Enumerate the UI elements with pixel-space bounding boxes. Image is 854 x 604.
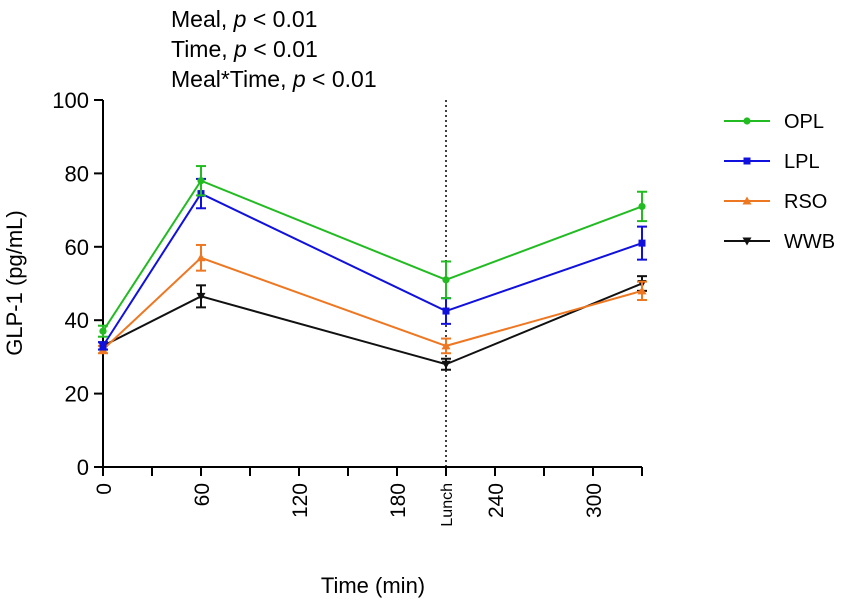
y-axis-title: GLP-1 (pg/mL) — [2, 210, 27, 356]
series-line-wwb — [102, 282, 643, 366]
legend: OPL LPL RSO WWB — [724, 111, 835, 253]
stats-line-interaction: Meal*Time, p < 0.01 — [171, 66, 377, 92]
legend-item-opl: OPL — [724, 111, 824, 133]
data-point-opl — [442, 276, 450, 284]
data-point-opl — [638, 202, 646, 211]
x-axis-ticks: 0 60 120 180 Lunch 240 300 — [93, 467, 643, 527]
data-point-lpl — [442, 307, 450, 315]
x-tick-label: 240 — [485, 483, 508, 518]
series-line-lpl — [102, 192, 643, 347]
x-tick-label: 180 — [387, 483, 410, 518]
data-point-rso — [637, 286, 647, 295]
x-tick-label: 300 — [583, 483, 606, 518]
data-point-opl — [99, 327, 107, 335]
y-tick-label: 100 — [52, 88, 89, 113]
legend-label-wwb: WWB — [784, 231, 835, 253]
series-line-opl — [102, 179, 643, 332]
series-line-rso — [102, 256, 643, 351]
series-lpl — [98, 177, 647, 351]
x-tick-label: Lunch — [439, 483, 456, 527]
legend-item-lpl: LPL — [724, 151, 820, 173]
y-tick-label: 80 — [65, 161, 89, 186]
legend-marker-lpl — [743, 157, 751, 165]
data-point-lpl — [638, 239, 646, 247]
data-point-opl — [197, 177, 205, 185]
legend-item-rso: RSO — [724, 191, 827, 213]
stats-line-meal: Meal, p < 0.01 — [171, 6, 317, 32]
data-point-rso — [196, 253, 206, 262]
legend-marker-opl — [743, 117, 751, 125]
data-series — [98, 165, 647, 371]
y-tick-label: 20 — [65, 382, 89, 407]
series-wwb — [98, 275, 647, 371]
y-axis-ticks: 0 20 40 60 80 100 — [52, 88, 103, 480]
legend-item-wwb: WWB — [724, 231, 835, 253]
legend-label-rso: RSO — [784, 191, 827, 213]
stats-annotation: Meal, p < 0.01 Time, p < 0.01 Meal*Time,… — [171, 6, 377, 92]
legend-label-opl: OPL — [784, 111, 824, 133]
x-axis-title: Time (min) — [321, 573, 425, 598]
x-tick-label: 0 — [93, 483, 116, 495]
x-tick-label: 60 — [191, 483, 214, 506]
legend-marker-rso — [742, 196, 752, 205]
x-tick-label: 120 — [289, 483, 312, 518]
data-point-wwb — [441, 360, 451, 369]
y-tick-label: 0 — [77, 455, 89, 480]
y-tick-label: 60 — [65, 235, 89, 260]
legend-label-lpl: LPL — [784, 151, 820, 173]
legend-marker-wwb — [742, 237, 752, 246]
y-tick-label: 40 — [65, 308, 89, 333]
series-opl — [98, 165, 647, 338]
stats-line-time: Time, p < 0.01 — [171, 36, 318, 62]
data-point-wwb — [196, 292, 206, 301]
series-rso — [98, 243, 647, 355]
data-point-rso — [441, 341, 451, 350]
data-point-lpl — [99, 342, 107, 350]
